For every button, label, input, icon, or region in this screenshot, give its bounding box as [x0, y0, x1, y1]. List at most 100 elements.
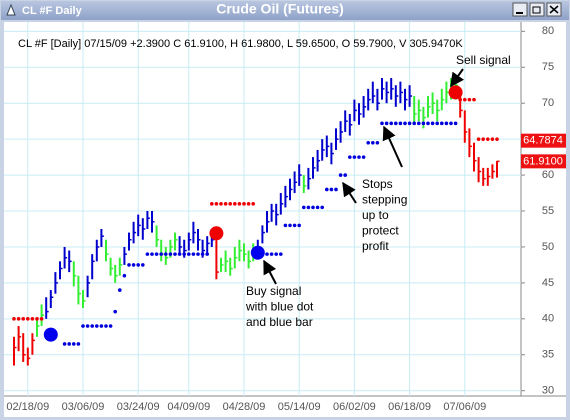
signal-dot — [43, 327, 58, 342]
stop-dot — [486, 137, 490, 141]
stop-dot — [95, 324, 99, 328]
x-tick-label: 05/14/09 — [278, 401, 321, 413]
stop-dot — [481, 137, 486, 141]
stop-dot — [453, 121, 458, 126]
stop-dot — [315, 205, 320, 210]
y-tick-label: 40 — [542, 313, 554, 325]
stop-dot — [228, 202, 232, 206]
stop-dot — [16, 317, 21, 321]
stop-dot — [159, 252, 163, 256]
stop-dot — [375, 140, 380, 145]
x-tick-label: 07/06/09 — [443, 401, 486, 413]
restore-icon — [532, 6, 541, 14]
x-tick-label: 04/09/09 — [167, 401, 210, 413]
stop-dot — [389, 121, 394, 126]
stop-dot — [463, 97, 467, 102]
info-line: CL #F [Daily] 07/15/09 +2.3900 C 61.9100… — [18, 38, 463, 50]
stop-dot — [164, 252, 168, 256]
stop-dot — [384, 121, 389, 126]
stop-dot — [490, 137, 495, 141]
minimize-button[interactable] — [512, 2, 528, 17]
stop-dot — [237, 202, 242, 206]
annotation: Sell signal — [456, 53, 511, 67]
stop-dot — [338, 173, 343, 177]
annotation: and blue bar — [246, 315, 313, 329]
stop-dot — [30, 317, 35, 321]
stop-dot — [398, 121, 403, 126]
stop-dot — [269, 252, 274, 256]
price-label: 61.9100 — [523, 155, 563, 167]
stops-arrow-2 — [342, 181, 357, 204]
y-tick-label: 35 — [542, 349, 554, 361]
x-tick-label: 03/06/09 — [62, 401, 105, 413]
stop-dot — [297, 223, 302, 228]
stop-dot — [283, 223, 288, 228]
stop-dot — [223, 202, 228, 206]
stop-dot — [113, 309, 117, 314]
stop-dot — [426, 121, 430, 126]
y-tick-label: 60 — [542, 169, 554, 181]
stop-dot — [449, 121, 453, 126]
annotation: stepping — [362, 193, 407, 207]
grid-layer — [4, 22, 525, 396]
stop-dot — [320, 205, 325, 210]
stop-dot — [348, 155, 352, 159]
price-label-box — [521, 133, 566, 148]
signal-dot — [448, 85, 463, 100]
annotation: protect — [362, 224, 399, 238]
y-tick-label: 80 — [542, 25, 554, 37]
stop-dot — [458, 97, 463, 102]
stop-dot — [35, 317, 39, 321]
stop-dot — [421, 121, 426, 126]
stop-dot — [495, 137, 499, 141]
stop-dot — [325, 187, 329, 192]
sell-arrow — [450, 68, 464, 88]
stop-dot — [430, 121, 435, 126]
x-tick-label: 06/18/09 — [388, 401, 431, 413]
stop-dot — [136, 263, 140, 267]
stop-dot — [200, 252, 205, 256]
y-tick-label: 55 — [542, 205, 554, 217]
stop-dot — [191, 252, 196, 256]
arrows — [263, 68, 464, 285]
stop-dot — [407, 121, 412, 126]
stop-dot — [81, 324, 85, 328]
y-tick-label: 75 — [542, 61, 554, 73]
stop-dot — [265, 252, 269, 256]
stop-dot — [72, 342, 76, 346]
x-tick-label: 06/02/09 — [333, 401, 376, 413]
restore-button[interactable] — [529, 2, 545, 17]
stop-dot — [417, 121, 421, 126]
annotation: Stops — [362, 177, 393, 191]
stop-dot — [173, 252, 177, 256]
stop-dot — [154, 252, 159, 256]
stop-dot — [302, 205, 306, 210]
stop-dot — [26, 317, 30, 321]
title-bar — [1, 1, 569, 20]
stop-dot — [352, 155, 357, 159]
stop-dot — [108, 324, 113, 328]
y-tick-label: 45 — [542, 277, 554, 289]
signal-dot — [250, 245, 265, 260]
y-tick-label: 70 — [542, 97, 554, 109]
stop-dot — [394, 121, 398, 126]
annotation: up to — [362, 208, 389, 222]
stop-dot — [21, 317, 26, 321]
stop-dot — [90, 324, 94, 328]
stop-dot — [141, 263, 145, 267]
stop-dot — [85, 324, 90, 328]
stop-dot — [306, 205, 311, 210]
stop-dot — [334, 187, 338, 192]
window-title: CL #F Daily — [22, 5, 83, 17]
stop-dot — [467, 97, 472, 102]
stop-dot — [131, 263, 136, 267]
stop-dot — [288, 223, 292, 228]
stop-dot — [412, 121, 417, 126]
stop-dot — [444, 121, 449, 126]
stop-dot — [210, 202, 214, 206]
stop-dot — [168, 252, 173, 256]
stop-dot — [214, 202, 219, 206]
stop-dot — [39, 317, 44, 321]
